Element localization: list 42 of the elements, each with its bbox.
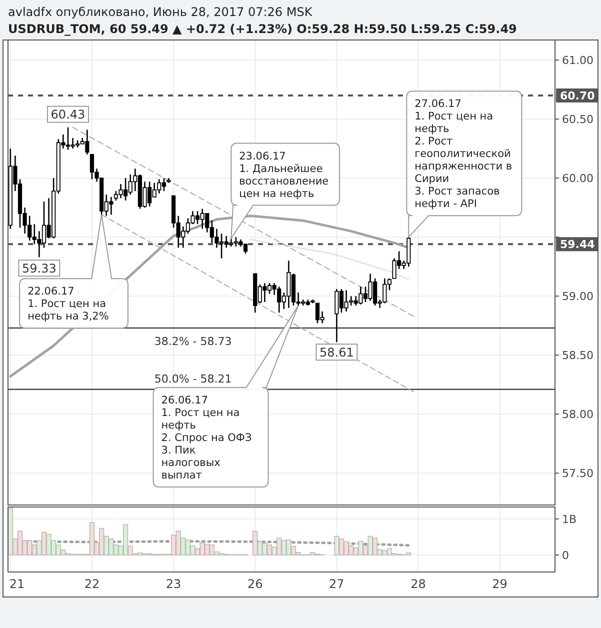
bar bbox=[36, 540, 42, 556]
annotation: 60.43 bbox=[50, 108, 86, 122]
chart-title: avladfx опубликовано, Июнь 28, 2017 07:26 MSK bbox=[8, 5, 314, 19]
annotation: 58.61 bbox=[320, 345, 354, 360]
bar bbox=[89, 522, 95, 556]
ref-line-label: 60.70 bbox=[560, 89, 596, 102]
y-tick-label: 60.00 bbox=[562, 172, 594, 185]
bar bbox=[266, 544, 272, 556]
x-tick-label: 28 bbox=[410, 577, 426, 591]
chart-subtitle: USDRUB_TOM, 60 59.49 ▲ +0.72 (+1.23%) O:59.28 H:59.50 L:59.25 C:59.49 bbox=[8, 22, 517, 36]
y-tick-label: 58.00 bbox=[562, 408, 594, 421]
x-tick-label: 27 bbox=[329, 577, 344, 591]
x-tick-label: 21 bbox=[9, 577, 25, 591]
annotation: 26.06.17 1. Рост цен на нефть 2. Спрос на ОФЗ 3. Пик налоговых выплат bbox=[161, 394, 252, 482]
y-tick-label: 1B bbox=[562, 512, 577, 526]
bar bbox=[358, 540, 364, 556]
x-tick-label: 29 bbox=[492, 577, 508, 591]
ref-line-label: 59.44 bbox=[560, 238, 596, 252]
x-tick-label: 23 bbox=[166, 577, 182, 591]
y-tick-label: 57.50 bbox=[562, 466, 594, 480]
bar bbox=[137, 552, 143, 556]
annotation: 50.0% - 58.21 bbox=[154, 372, 232, 386]
x-tick-label: 26 bbox=[247, 577, 263, 591]
bar bbox=[362, 545, 368, 556]
bar bbox=[272, 546, 277, 556]
line-series bbox=[250, 238, 410, 280]
bar bbox=[276, 538, 282, 556]
bar bbox=[334, 536, 340, 556]
x-tick-label: 22 bbox=[84, 577, 100, 591]
bar bbox=[252, 530, 258, 556]
bar bbox=[372, 538, 378, 556]
y-tick-label: 61.00 bbox=[562, 54, 594, 67]
annotation: 38.2% - 58.73 bbox=[154, 334, 232, 348]
y-tick-label: 58.50 bbox=[562, 348, 594, 362]
annotation: 59.33 bbox=[22, 261, 56, 276]
annotation: 22.06.17 1. Рост цен на нефть на 3,2% bbox=[28, 286, 109, 323]
y-tick-label: 60.50 bbox=[562, 112, 594, 126]
y-tick-label: 0 bbox=[562, 548, 569, 562]
annotation: 23.06.17 1. Дальнейшее восстановление цен на нефть bbox=[239, 150, 329, 200]
y-tick-label: 59.00 bbox=[562, 290, 594, 303]
bar bbox=[368, 536, 373, 556]
text: 27.06.17 1. Рост цен на нефть 2. Рост геополитической напряженности в Сирии 3. Рост запасов нефти - API bbox=[414, 98, 512, 210]
